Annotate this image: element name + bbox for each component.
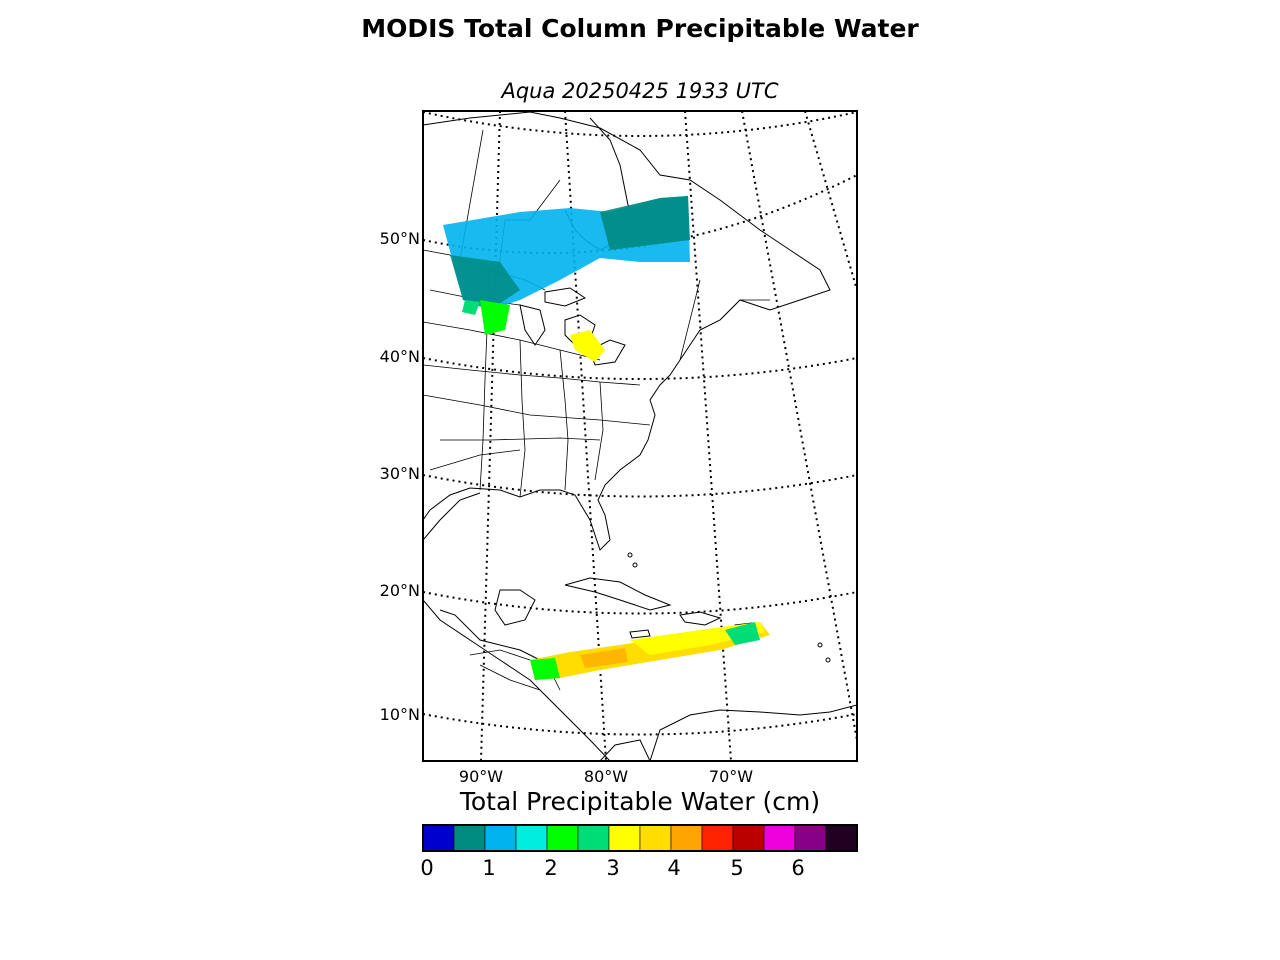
colorbar-swatch	[577, 824, 610, 852]
data-swath-south	[530, 622, 770, 680]
colorbar-swatch	[825, 824, 858, 852]
lat-label-50: 50°N	[379, 229, 420, 248]
coastline	[423, 111, 857, 761]
colorbar-swatch	[794, 824, 827, 852]
colorbar-tick-0: 0	[420, 856, 434, 880]
colorbar-tick-1: 1	[482, 856, 496, 880]
map-frame	[422, 110, 858, 762]
chart-subtitle: Aqua 20250425 1933 UTC	[501, 79, 779, 103]
colorbar-tick-6: 6	[791, 856, 805, 880]
colorbar-tick-3: 3	[606, 856, 620, 880]
lon-label-70w: 70°W	[708, 767, 754, 786]
colorbar-tick-4: 4	[667, 856, 681, 880]
colorbar-swatch	[422, 824, 455, 852]
colorbar-swatch	[639, 824, 672, 852]
colorbar-swatch	[701, 824, 734, 852]
colorbar-frame	[422, 824, 858, 852]
lat-label-10: 10°N	[379, 705, 420, 724]
colorbar-title: Total Precipitable Water (cm)	[459, 787, 821, 816]
colorbar-swatch	[546, 824, 579, 852]
colorbar-swatch	[453, 824, 486, 852]
colorbar-swatch	[608, 824, 641, 852]
colorbar-swatch	[763, 824, 796, 852]
lat-label-40: 40°N	[379, 347, 420, 366]
chart-title: MODIS Total Column Precipitable Water	[361, 14, 919, 43]
lat-label-30: 30°N	[379, 464, 420, 483]
colorbar-swatch	[484, 824, 517, 852]
lon-label-90w: 90°W	[458, 767, 504, 786]
colorbar-tick-2: 2	[544, 856, 558, 880]
lon-label-80w: 80°W	[583, 767, 629, 786]
colorbar-tick-5: 5	[730, 856, 744, 880]
data-swath-north	[443, 196, 690, 362]
colorbar-swatch	[732, 824, 765, 852]
colorbar-swatch	[670, 824, 703, 852]
colorbar-swatch	[515, 824, 548, 852]
lat-label-20: 20°N	[379, 581, 420, 600]
